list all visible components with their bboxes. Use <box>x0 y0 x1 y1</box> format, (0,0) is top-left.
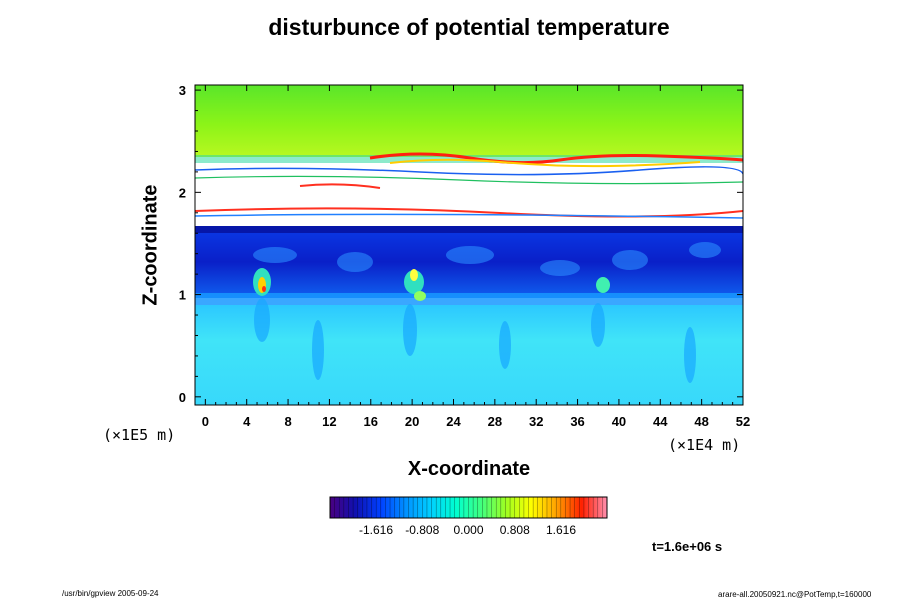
upper-positive-region <box>195 85 743 157</box>
footer-left: /usr/bin/gpview 2005-09-24 <box>62 589 159 598</box>
x-tick-label: 40 <box>612 414 626 429</box>
z-axis-label: Z-coordinate <box>139 184 162 306</box>
colorbar: -1.616 -0.808 0.000 0.808 1.616 <box>329 496 608 537</box>
x-tick-label: 16 <box>364 414 378 429</box>
x-tick-label: 0 <box>202 414 209 429</box>
colorbar-tick-label: 1.616 <box>546 523 576 537</box>
chart-title: disturbunce of potential temperature <box>268 14 670 40</box>
z-tick-label: 0 <box>179 390 186 405</box>
z-tick-label: 1 <box>179 288 186 303</box>
x-tick-label: 44 <box>653 414 668 429</box>
colorbar-tick-label: 0.000 <box>453 523 483 537</box>
x-tick-label: 48 <box>694 414 708 429</box>
lower-region <box>195 305 743 405</box>
x-tick-label: 36 <box>570 414 584 429</box>
x-tick-label: 4 <box>243 414 251 429</box>
plot-frame <box>194 84 744 406</box>
convective-plumes <box>253 268 610 301</box>
x-tick-label: 8 <box>284 414 291 429</box>
x-tick-label: 24 <box>446 414 461 429</box>
x-tick-label: 28 <box>488 414 502 429</box>
footer-right: arare-all.20050921.nc@PotTemp,t=160000 <box>718 590 872 599</box>
z-tick-label: 2 <box>179 185 186 200</box>
colorbar-tick-label: -0.808 <box>405 523 439 537</box>
colorbar-tick-label: -1.616 <box>359 523 393 537</box>
x-tick-label: 12 <box>322 414 336 429</box>
x-tick-label: 52 <box>736 414 750 429</box>
x-axis-label: X-coordinate <box>407 458 531 480</box>
z-tick-label: 3 <box>179 83 186 98</box>
colorbar-tick-label: 0.808 <box>500 523 530 537</box>
heatmap-field <box>195 85 743 405</box>
x-tick-label: 20 <box>405 414 419 429</box>
x-unit-label: (×1E4 m) <box>668 436 741 454</box>
x-tick-label: 32 <box>529 414 543 429</box>
z-unit-label: (×1E5 m) <box>103 426 176 444</box>
time-label: t=1.6e+06 s <box>652 539 723 554</box>
